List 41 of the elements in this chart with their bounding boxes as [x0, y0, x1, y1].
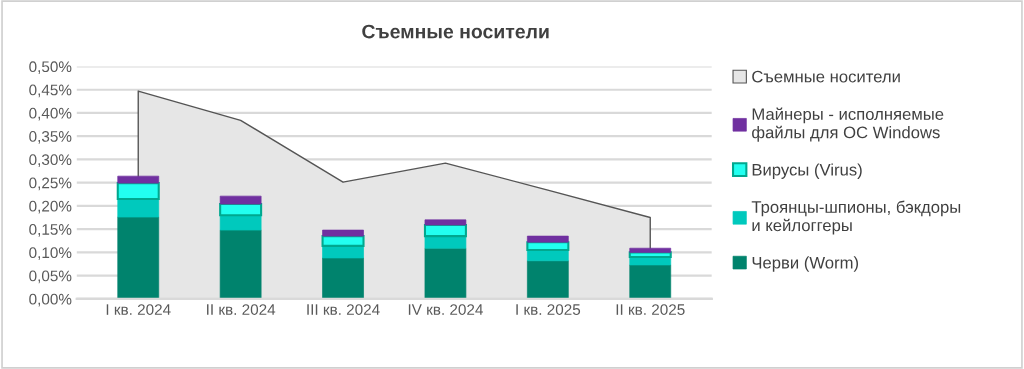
bar — [117, 175, 160, 184]
bar — [424, 247, 467, 299]
bar — [219, 214, 262, 231]
bar — [527, 260, 569, 299]
y-tick-label: 0,45% — [29, 84, 72, 98]
bar — [527, 235, 569, 243]
x-tick-label: I кв. 2024 — [106, 304, 171, 315]
bar — [629, 247, 672, 253]
chart-title: Съемные носители — [362, 24, 549, 39]
legend-label: Майнеры - исполняемые файлы для ОС Windows — [752, 107, 944, 142]
bar — [322, 229, 364, 237]
bar — [219, 229, 262, 299]
x-tick-label: I кв. 2025 — [516, 304, 581, 315]
x-tick-label: III кв. 2024 — [307, 304, 380, 315]
bar — [424, 235, 467, 249]
bar — [629, 256, 672, 266]
y-tick-label: 0,40% — [29, 107, 72, 121]
y-tick-label: 0,35% — [29, 131, 72, 144]
y-tick-label: 0,00% — [29, 293, 72, 307]
y-tick-label: 0,15% — [29, 224, 72, 237]
bar — [322, 245, 364, 259]
x-tick-label: IV кв. 2024 — [408, 304, 483, 315]
bar — [322, 257, 364, 299]
bar — [116, 182, 160, 200]
legend-label: Черви (Worm) — [752, 256, 859, 272]
bar — [424, 219, 467, 226]
legend-label: Троянцы-шпионы, бэкдоры и кейлоггеры — [751, 200, 961, 235]
bar — [117, 198, 160, 218]
y-tick-label: 0,25% — [29, 177, 72, 191]
legend-label: Вирусы (Virus) — [752, 163, 862, 179]
y-tick-label: 0,10% — [29, 247, 72, 260]
bar — [629, 264, 672, 299]
bar — [117, 216, 160, 299]
bar — [219, 195, 262, 205]
x-tick-label: II кв. 2025 — [616, 304, 685, 315]
legend-label: Съемные носители — [752, 70, 900, 83]
y-tick-label: 0,20% — [29, 200, 72, 214]
y-tick-label: 0,50% — [29, 61, 72, 74]
y-tick-label: 0,05% — [29, 270, 72, 284]
y-tick-label: 0,30% — [29, 154, 72, 167]
x-tick-label: II кв. 2024 — [207, 304, 276, 315]
